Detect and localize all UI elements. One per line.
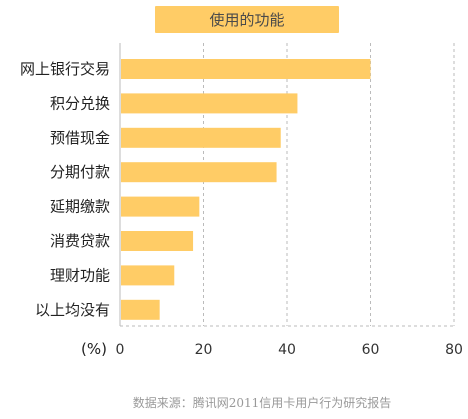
bar — [121, 196, 200, 217]
bar — [121, 231, 194, 251]
category-label: 以上均没有 — [35, 301, 110, 319]
category-label: 积分兑换 — [50, 94, 110, 112]
category-label: 消费贷款 — [50, 232, 110, 250]
bar — [121, 59, 371, 79]
category-label: 分期付款 — [50, 163, 110, 181]
bar — [121, 162, 277, 183]
category-label: 预借现金 — [50, 129, 110, 147]
category-label: 网上银行交易 — [20, 60, 110, 78]
chart-title-box — [155, 6, 339, 33]
x-tick-label: 40 — [278, 342, 296, 358]
x-axis-unit-label: (%) — [81, 340, 107, 358]
bars — [121, 59, 371, 320]
x-tick-label: 60 — [362, 342, 380, 358]
x-tick-label: 20 — [195, 342, 213, 358]
bar — [121, 265, 175, 286]
x-axis-ticks: 0 20 40 60 80 — [116, 342, 463, 358]
source-note: 数据来源：腾讯网2011信用卡用户行为研究报告 — [133, 395, 392, 410]
bar — [121, 127, 281, 148]
bar — [121, 93, 298, 114]
grid — [119, 43, 455, 327]
category-label: 延期缴款 — [50, 198, 110, 216]
bar — [121, 299, 160, 320]
x-tick-label: 80 — [445, 342, 463, 358]
chart-title: 使用的功能 — [209, 11, 284, 29]
x-tick-label: 0 — [116, 342, 125, 358]
category-label: 理财功能 — [50, 266, 110, 284]
